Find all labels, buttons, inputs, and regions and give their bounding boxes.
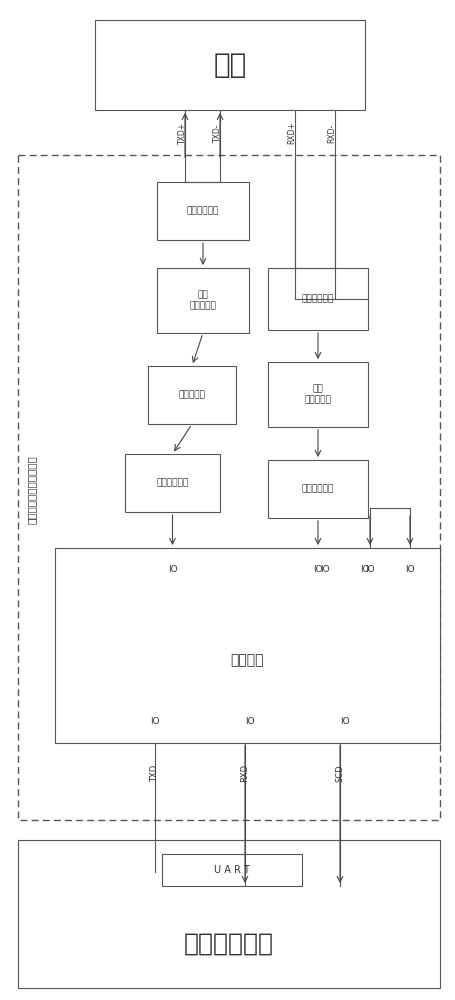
Text: IO: IO (340, 716, 350, 726)
Text: SCD: SCD (335, 764, 344, 782)
Bar (125, 454, 220, 512)
Text: 数据采集装置: 数据采集装置 (184, 932, 274, 956)
Text: 调制编出电路: 调制编出电路 (157, 479, 189, 488)
Text: IO: IO (168, 566, 177, 574)
Text: 主控制器: 主控制器 (231, 654, 264, 668)
Text: TXD: TXD (151, 764, 160, 782)
Text: IO: IO (313, 566, 323, 574)
Text: RXD: RXD (241, 764, 249, 782)
Bar (268, 362, 368, 427)
Text: TXD-: TXD- (212, 124, 222, 142)
Bar (95, 20, 365, 110)
Text: IO: IO (365, 566, 375, 574)
Text: RXD+: RXD+ (288, 122, 297, 144)
Text: IO: IO (360, 566, 370, 574)
Bar (162, 854, 302, 886)
Text: 主站: 主站 (213, 51, 247, 79)
Text: 输入
音频变压器: 输入 音频变压器 (304, 385, 331, 404)
Text: 输出保护器件: 输出保护器件 (187, 207, 219, 216)
Text: IO: IO (320, 566, 330, 574)
Text: 输出
音频变压器: 输出 音频变压器 (190, 291, 217, 310)
Bar (157, 268, 249, 333)
Bar (268, 460, 368, 518)
Text: IO: IO (245, 716, 255, 726)
Text: IO: IO (150, 716, 160, 726)
Text: U A R T: U A R T (214, 865, 250, 875)
Bar (157, 182, 249, 240)
Text: RXD-: RXD- (328, 123, 337, 143)
Text: IO: IO (405, 566, 415, 574)
Text: 变电站数据采集通信装置: 变电站数据采集通信装置 (27, 456, 37, 524)
Bar (148, 366, 236, 424)
Bar (18, 155, 440, 820)
Text: 运算放大器: 运算放大器 (178, 390, 206, 399)
Text: 输入保护器件: 输入保护器件 (302, 294, 334, 304)
Bar (55, 548, 440, 743)
Text: TXD+: TXD+ (177, 122, 187, 144)
Bar (268, 268, 368, 330)
Text: 解调输入电路: 解调输入电路 (302, 485, 334, 493)
Bar (18, 840, 440, 988)
